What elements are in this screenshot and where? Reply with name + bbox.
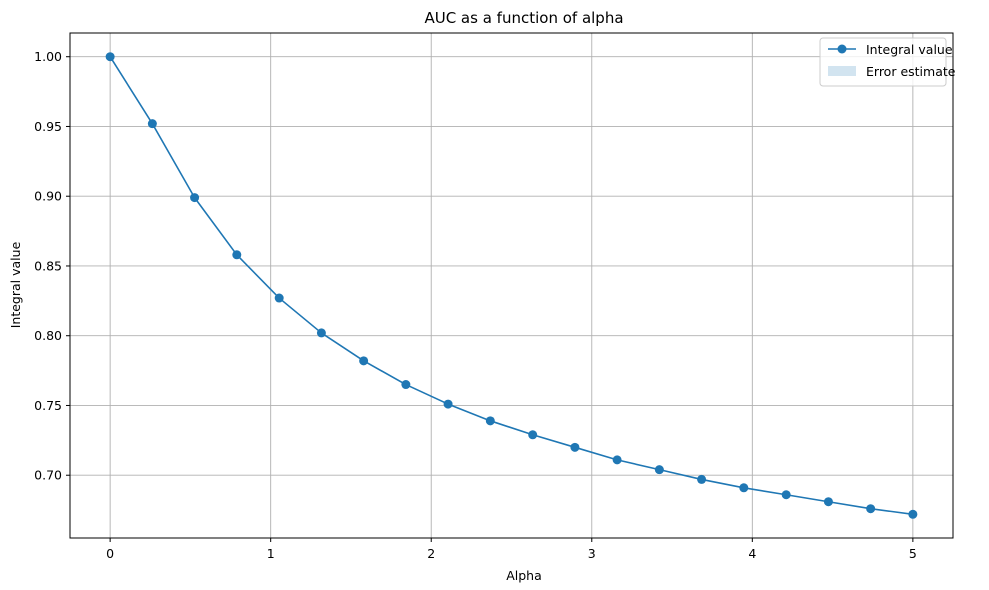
data-point bbox=[147, 119, 157, 129]
x-tick-label: 0 bbox=[106, 546, 114, 561]
data-point bbox=[823, 497, 833, 507]
x-tick-label: 3 bbox=[588, 546, 596, 561]
grid bbox=[70, 33, 953, 538]
data-point bbox=[908, 509, 918, 519]
y-axis: 0.70 0.75 0.80 0.85 0.90 0.95 1.00 bbox=[34, 49, 70, 483]
legend: Integral value Error estimate bbox=[819, 37, 956, 87]
data-point bbox=[105, 52, 115, 62]
series-integral-value bbox=[105, 52, 918, 519]
data-point bbox=[359, 356, 369, 366]
legend-band-swatch bbox=[828, 66, 856, 76]
data-point bbox=[612, 455, 622, 465]
x-tick-label: 2 bbox=[427, 546, 435, 561]
y-tick-label: 0.80 bbox=[34, 328, 62, 343]
y-tick-label: 0.70 bbox=[34, 468, 62, 483]
x-tick-label: 4 bbox=[748, 546, 756, 561]
legend-point-marker bbox=[837, 44, 847, 54]
legend-label-error-estimate: Error estimate bbox=[866, 64, 956, 79]
data-point bbox=[866, 504, 876, 514]
y-tick-label: 1.00 bbox=[34, 49, 62, 64]
y-axis-label: Integral value bbox=[8, 241, 23, 328]
data-point bbox=[316, 328, 326, 338]
x-axis-label: Alpha bbox=[506, 568, 542, 583]
x-tick-label: 5 bbox=[909, 546, 917, 561]
data-point bbox=[739, 483, 749, 493]
data-point bbox=[401, 380, 411, 390]
data-point bbox=[697, 474, 707, 484]
data-point bbox=[781, 490, 791, 500]
data-point bbox=[232, 250, 242, 260]
data-point bbox=[570, 442, 580, 452]
x-axis: 0 1 2 3 4 5 bbox=[106, 538, 917, 561]
x-tick-label: 1 bbox=[267, 546, 275, 561]
data-point bbox=[274, 293, 284, 303]
series-line bbox=[109, 56, 913, 516]
y-tick-label: 0.90 bbox=[34, 189, 62, 204]
data-point bbox=[654, 465, 664, 475]
data-point bbox=[443, 399, 453, 409]
y-tick-label: 0.75 bbox=[34, 398, 62, 413]
chart-title: AUC as a function of alpha bbox=[424, 9, 623, 27]
legend-box bbox=[819, 37, 947, 87]
data-point bbox=[190, 193, 200, 203]
y-tick-label: 0.85 bbox=[34, 258, 62, 273]
legend-label-integral-value: Integral value bbox=[866, 42, 953, 57]
data-point bbox=[528, 430, 538, 440]
plot-frame bbox=[69, 32, 954, 539]
y-tick-label: 0.95 bbox=[34, 119, 62, 134]
data-point bbox=[485, 416, 495, 426]
